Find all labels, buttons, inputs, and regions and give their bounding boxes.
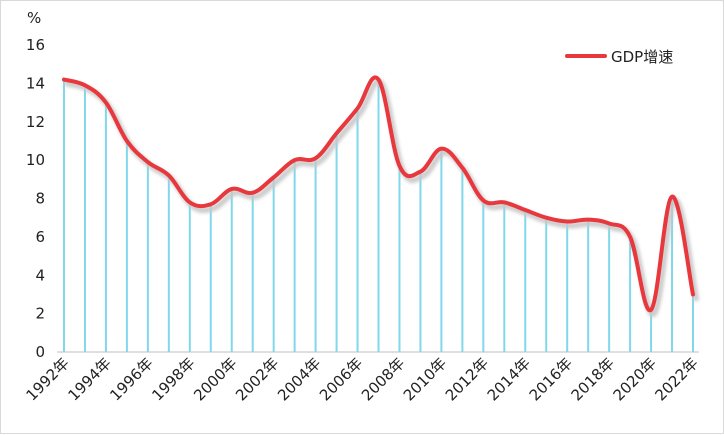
y-tick-label: 2 bbox=[35, 305, 45, 323]
x-tick-label: 2006年 bbox=[316, 354, 366, 404]
x-tick-label: 1994年 bbox=[64, 354, 114, 404]
x-tick-label: 2004年 bbox=[274, 354, 324, 404]
y-tick-label: 6 bbox=[35, 228, 45, 246]
x-tick-label: 2008年 bbox=[358, 354, 408, 404]
x-tick-label: 1992年 bbox=[22, 354, 72, 404]
y-tick-label: 0 bbox=[35, 343, 45, 361]
x-tick-label: 2014年 bbox=[484, 354, 534, 404]
x-tick-label: 2022年 bbox=[651, 354, 701, 404]
series-line-gdp-growth bbox=[62, 75, 695, 312]
y-axis-ticks: 0 2 4 6 8 10 12 14 16 bbox=[26, 36, 45, 361]
series-shadow-line bbox=[64, 78, 699, 317]
x-tick-label: 1996年 bbox=[106, 354, 156, 404]
x-tick-label: 2018年 bbox=[568, 354, 618, 404]
y-tick-label: 12 bbox=[26, 113, 45, 131]
legend: GDP增速 bbox=[565, 48, 673, 66]
legend-label-gdp-growth: GDP增速 bbox=[611, 48, 673, 66]
x-tick-label: 1998年 bbox=[148, 354, 198, 404]
y-tick-label: 14 bbox=[26, 74, 45, 92]
x-tick-label: 2012年 bbox=[442, 354, 492, 404]
y-tick-label: 4 bbox=[35, 266, 45, 284]
y-tick-label: 10 bbox=[26, 151, 45, 169]
y-tick-label: 16 bbox=[26, 36, 45, 54]
x-tick-label: 2020年 bbox=[610, 354, 660, 404]
y-unit-label: % bbox=[27, 9, 41, 27]
x-axis-ticks: 1992年1994年1996年1998年2000年2002年2004年2006年… bbox=[22, 354, 701, 404]
x-tick-label: 2002年 bbox=[232, 354, 282, 404]
x-tick-label: 2010年 bbox=[400, 354, 450, 404]
y-tick-label: 8 bbox=[35, 190, 45, 208]
x-tick-label: 2016年 bbox=[526, 354, 576, 404]
drop-lines bbox=[63, 79, 694, 352]
x-tick-label: 2000年 bbox=[190, 354, 240, 404]
